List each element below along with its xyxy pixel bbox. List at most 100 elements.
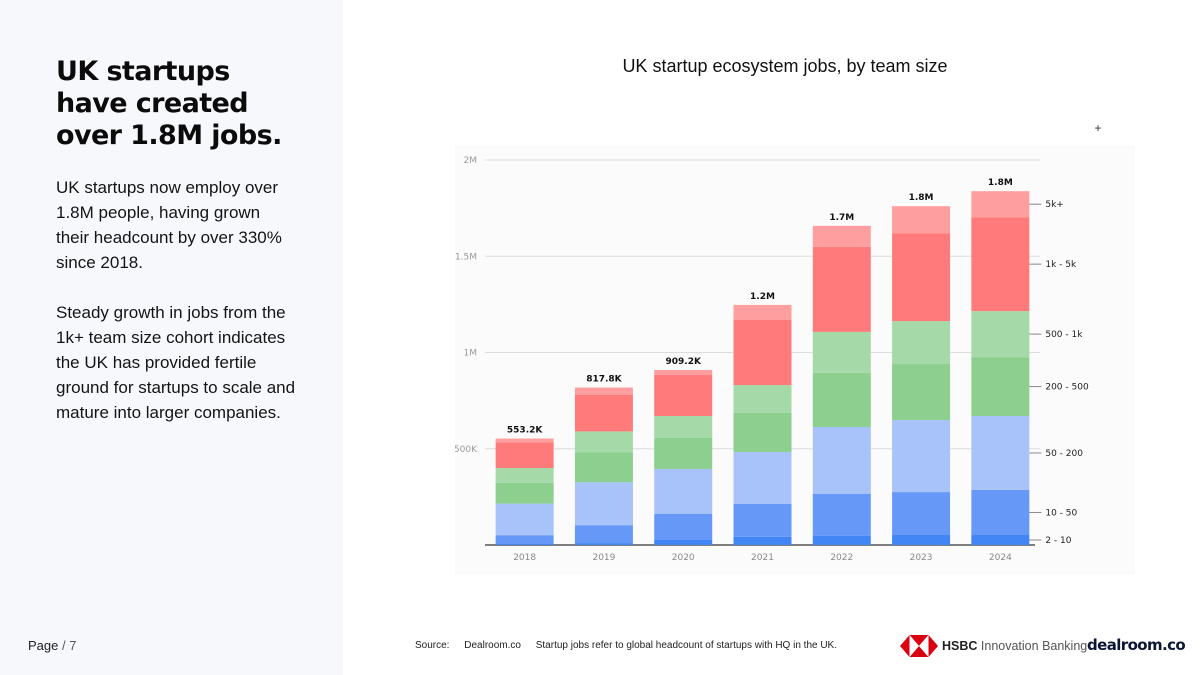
bar-segment-500-1k-2022[interactable] [812, 331, 871, 373]
bar-segment-200-500-2020[interactable] [654, 437, 713, 469]
bar-segment-1k-5k-2024[interactable] [971, 217, 1030, 312]
bar-segment-50-200-2024[interactable] [971, 416, 1030, 490]
page-headline: UK startups have created over 1.8M jobs. [56, 56, 282, 151]
bar-segment-500-1k-2020[interactable] [654, 416, 713, 438]
bar-segment-50-200-2023[interactable] [892, 420, 951, 493]
dealroom-logo: dealroom.co [1087, 636, 1186, 654]
legend-label: 1k - 5k [1045, 260, 1077, 270]
y-tick-label: 1.5M [455, 252, 477, 262]
bar-segment-10-50-2021[interactable] [733, 503, 792, 537]
hsbc-text: HSBC Innovation Banking [942, 639, 1087, 653]
x-tick-label: 2023 [910, 553, 933, 563]
legend-label: 5k+ [1045, 200, 1063, 210]
x-tick-label: 2024 [989, 553, 1012, 563]
bar-segment-50-200-2022[interactable] [812, 426, 871, 494]
legend-label: 2 - 10 [1045, 536, 1071, 546]
bar-segment-200-500-2022[interactable] [812, 372, 871, 427]
total-label: 553.2K [507, 426, 543, 436]
legend-layer: 2 - 10 10 - 50 50 - 200 200 - 500 500 - 1k 1k… [1029, 200, 1089, 546]
paragraph-cohort: Steady growth in jobs from the 1k+ team … [56, 303, 296, 422]
bar-segment-2-10-2020[interactable] [654, 539, 713, 545]
x-tick-label: 2020 [672, 553, 695, 563]
bar-segment-200-500-2023[interactable] [892, 364, 951, 421]
total-label: 1.8M [988, 178, 1013, 188]
chart-title: UK startup ecosystem jobs, by team size [622, 56, 948, 76]
bar-segment-2-10-2019[interactable] [574, 543, 633, 545]
label-layer: 500K 1M 1.5M 2M 553.2K 2018 817.8K 2019 909.2K 20… [455, 156, 1013, 563]
bar-segment-5kplus-2018[interactable] [495, 438, 554, 443]
bar-segment-50-200-2021[interactable] [733, 452, 792, 504]
bar-segment-5kplus-2020[interactable] [654, 370, 713, 376]
bar-segment-10-50-2024[interactable] [971, 489, 1030, 535]
hsbc-hexagon-icon [900, 635, 938, 657]
bar-segment-500-1k-2021[interactable] [733, 385, 792, 413]
plus-icon[interactable]: + [1094, 121, 1102, 135]
bar-segment-10-50-2020[interactable] [654, 514, 713, 540]
x-tick-label: 2022 [830, 553, 853, 563]
bar-segment-500-1k-2018[interactable] [495, 468, 554, 483]
bar-segment-2-10-2021[interactable] [733, 536, 792, 545]
bar-segment-1k-5k-2021[interactable] [733, 319, 792, 386]
source-note: Startup jobs refer to global headcount o… [535, 640, 838, 651]
bar-layer [495, 191, 1030, 545]
bar-segment-500-1k-2019[interactable] [574, 431, 633, 453]
legend-label: 200 - 500 [1045, 383, 1089, 393]
bar-segment-2-10-2023[interactable] [892, 534, 951, 545]
legend-label: 500 - 1k [1045, 330, 1083, 340]
bar-segment-5kplus-2021[interactable] [733, 304, 792, 320]
bar-segment-500-1k-2023[interactable] [892, 321, 951, 365]
bar-segment-1k-5k-2018[interactable] [495, 442, 554, 468]
page-number-value: 7 [69, 638, 77, 653]
hsbc-sub: Innovation Banking [980, 639, 1088, 653]
bar-segment-1k-5k-2023[interactable] [892, 233, 951, 322]
y-tick-label: 2M [464, 156, 478, 166]
hsbc-logo: HSBC Innovation Banking [900, 635, 1087, 657]
bar-segment-1k-5k-2022[interactable] [812, 246, 871, 332]
x-tick-label: 2021 [751, 553, 774, 563]
left-panel: UK startups have created over 1.8M jobs.… [0, 0, 343, 675]
bar-segment-2-10-2022[interactable] [812, 535, 871, 545]
chart-background [455, 145, 1135, 575]
bar-segment-50-200-2020[interactable] [654, 468, 713, 515]
bar-segment-5kplus-2023[interactable] [892, 206, 951, 234]
bar-segment-50-200-2019[interactable] [574, 482, 633, 526]
legend-label: 10 - 50 [1045, 508, 1077, 518]
total-label: 1.2M [750, 292, 775, 302]
bar-segment-2-10-2018[interactable] [495, 544, 554, 545]
bar-segment-200-500-2021[interactable] [733, 412, 792, 453]
footer-source: Source: Dealroom.co Startup jobs refer t… [415, 640, 849, 651]
legend-label: 50 - 200 [1045, 449, 1083, 459]
bar-segment-5kplus-2024[interactable] [971, 191, 1030, 218]
total-label: 817.8K [586, 375, 622, 385]
bar-segment-1k-5k-2020[interactable] [654, 375, 713, 417]
bar-segment-5kplus-2022[interactable] [812, 225, 871, 247]
bar-segment-200-500-2018[interactable] [495, 482, 554, 504]
total-label: 909.2K [665, 357, 701, 367]
bar-segment-2-10-2024[interactable] [971, 534, 1030, 545]
y-tick-label: 500K [455, 445, 478, 455]
source-name: Dealroom.co [464, 640, 521, 651]
bar-segment-5kplus-2019[interactable] [574, 387, 633, 395]
bar-segment-10-50-2018[interactable] [495, 535, 554, 545]
total-label: 1.8M [909, 193, 934, 203]
page-separator: / [62, 638, 66, 653]
body-text: UK startups now employ over 1.8M people,… [56, 175, 296, 450]
bar-segment-10-50-2022[interactable] [812, 493, 871, 536]
bar-segment-50-200-2018[interactable] [495, 503, 554, 536]
bar-segment-200-500-2019[interactable] [574, 452, 633, 483]
stacked-bar-chart: 500K 1M 1.5M 2M 553.2K 2018 817.8K 2019 909.2K 20… [455, 145, 1135, 575]
y-tick-label: 1M [464, 349, 478, 359]
bar-segment-10-50-2019[interactable] [574, 525, 633, 544]
bar-segment-10-50-2023[interactable] [892, 492, 951, 535]
hsbc-brand: HSBC [942, 639, 978, 653]
x-tick-label: 2019 [592, 553, 615, 563]
total-label: 1.7M [829, 213, 854, 223]
bar-segment-200-500-2024[interactable] [971, 357, 1030, 417]
page-label: Page [28, 638, 59, 653]
bar-segment-500-1k-2024[interactable] [971, 311, 1030, 358]
bar-segment-1k-5k-2019[interactable] [574, 394, 633, 432]
paragraph-growth: UK startups now employ over 1.8M people,… [56, 178, 282, 272]
x-tick-label: 2018 [513, 553, 536, 563]
source-label: Source: [415, 640, 450, 651]
page-number: Page / 7 [28, 638, 76, 653]
